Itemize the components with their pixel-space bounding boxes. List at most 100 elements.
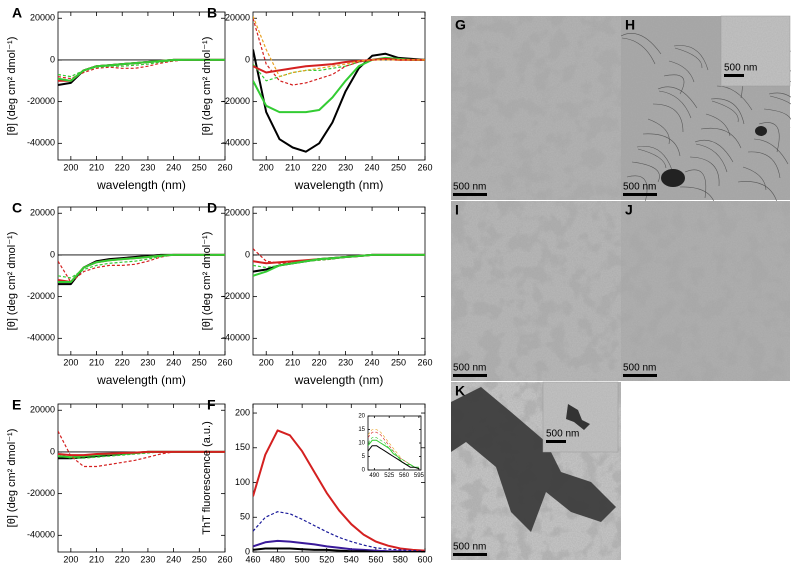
y-axis-label: ThT fluorescence (a.u.): [201, 421, 213, 535]
scale-bar: [453, 553, 487, 556]
micrograph-grain: [621, 201, 790, 381]
x-tick-label: 220: [312, 162, 327, 172]
micrograph-label: K: [455, 383, 465, 399]
plot-lines: [58, 253, 225, 286]
x-tick-label: 595: [414, 473, 425, 479]
x-tick-label: 220: [115, 554, 130, 564]
x-tick-label: 540: [344, 554, 359, 564]
micrograph: G 500 nm: [451, 16, 621, 200]
y-axis-label: [θ] (deg cm² dmol⁻¹): [6, 232, 18, 331]
x-tick-label: 250: [391, 357, 406, 367]
x-tick-label: 500: [295, 554, 310, 564]
x-axis-label: wavelength (nm): [96, 373, 186, 387]
micrograph-label: G: [455, 17, 466, 33]
fibril: [747, 151, 781, 179]
y-tick-label: 0: [50, 249, 55, 259]
y-tick-label: 20000: [30, 405, 55, 415]
scale-bar-label: 500 nm: [453, 542, 486, 553]
x-tick-label: 250: [192, 357, 207, 367]
y-tick-label: 10: [358, 441, 365, 447]
fibril: [700, 127, 742, 149]
y-tick-label: 0: [50, 446, 55, 456]
plot-lines: [368, 429, 420, 470]
y-tick-label: -40000: [27, 138, 55, 148]
data-line: [253, 18, 425, 86]
y-tick-label: 0: [245, 546, 250, 556]
data-line: [58, 59, 225, 78]
fibril: [689, 156, 720, 187]
fibril: [637, 148, 667, 169]
y-tick-label: 20000: [225, 208, 250, 218]
plot-frame: [252, 206, 426, 356]
x-tick-label: 220: [115, 162, 130, 172]
fibril: [763, 108, 791, 128]
chart: 200 210 220 230 240 250 260 20000 0 -20000 -40000 B…: [201, 5, 433, 192]
panel-label: F: [207, 397, 216, 413]
x-axis-label: wavelength (nm): [294, 178, 384, 192]
x-tick-label: 560: [399, 473, 410, 479]
x-tick-label: 230: [338, 162, 353, 172]
y-tick-label: 15: [358, 427, 365, 433]
x-tick-label: 210: [285, 357, 300, 367]
x-tick-label: 200: [63, 554, 78, 564]
fibril: [710, 98, 745, 125]
x-tick-label: 240: [365, 357, 380, 367]
x-tick-label: 210: [89, 357, 104, 367]
micrograph-label: I: [455, 202, 459, 218]
x-tick-label: 230: [140, 162, 155, 172]
x-tick-label: 260: [217, 554, 232, 564]
fibril: [742, 166, 767, 191]
micrograph: J 500 nm: [621, 201, 790, 381]
y-tick-label: 5: [362, 454, 366, 460]
scale-bar: [623, 193, 657, 196]
y-axis-label: [θ] (deg cm² dmol⁻¹): [6, 37, 18, 136]
data-line: [368, 445, 420, 470]
x-tick-label: 260: [417, 162, 432, 172]
y-tick-label: 20: [358, 414, 365, 420]
x-tick-label: 200: [63, 357, 78, 367]
fibril: [657, 86, 698, 109]
data-line: [58, 254, 225, 279]
y-tick-label: -20000: [222, 291, 250, 301]
inset-scale-bar-label: 500 nm: [724, 63, 757, 74]
scale-bar-label: 500 nm: [623, 182, 656, 193]
panel-label: A: [12, 5, 22, 21]
aggregate: [755, 126, 767, 136]
plot-lines: [253, 248, 425, 277]
panel-label: D: [207, 200, 217, 216]
micrograph-grain: [451, 16, 621, 200]
x-tick-label: 580: [393, 554, 408, 564]
inset-scale-bar: [724, 74, 744, 77]
y-tick-label: -20000: [222, 96, 250, 106]
x-tick-label: 240: [166, 357, 181, 367]
fibril: [642, 133, 681, 157]
y-tick-label: 50: [240, 512, 250, 522]
x-tick-label: 490: [369, 473, 380, 479]
scale-bar-label: 500 nm: [623, 363, 656, 374]
fibril: [673, 45, 709, 71]
x-tick-label: 200: [63, 162, 78, 172]
y-tick-label: 20000: [30, 13, 55, 23]
fibril: [758, 122, 780, 153]
plot-lines: [253, 429, 425, 552]
fibril: [620, 33, 662, 55]
x-tick-label: 230: [140, 554, 155, 564]
data-line: [368, 431, 419, 468]
y-tick-label: 0: [362, 468, 366, 474]
y-tick-label: 20000: [30, 208, 55, 218]
chart: 490 525 560 595 0 5 10 15 20: [358, 414, 424, 479]
plot-frame: [57, 403, 226, 553]
fibril: [663, 74, 685, 95]
y-tick-label: -20000: [27, 291, 55, 301]
scale-bar-label: 500 nm: [453, 182, 486, 193]
y-tick-label: 0: [50, 54, 55, 64]
x-tick-label: 250: [391, 162, 406, 172]
y-axis-label: [θ] (deg cm² dmol⁻¹): [201, 37, 213, 136]
x-tick-label: 240: [365, 162, 380, 172]
x-tick-label: 260: [217, 162, 232, 172]
data-line: [368, 439, 419, 468]
y-tick-label: 0: [245, 249, 250, 259]
fibril: [684, 169, 707, 199]
plot-lines: [58, 430, 225, 468]
